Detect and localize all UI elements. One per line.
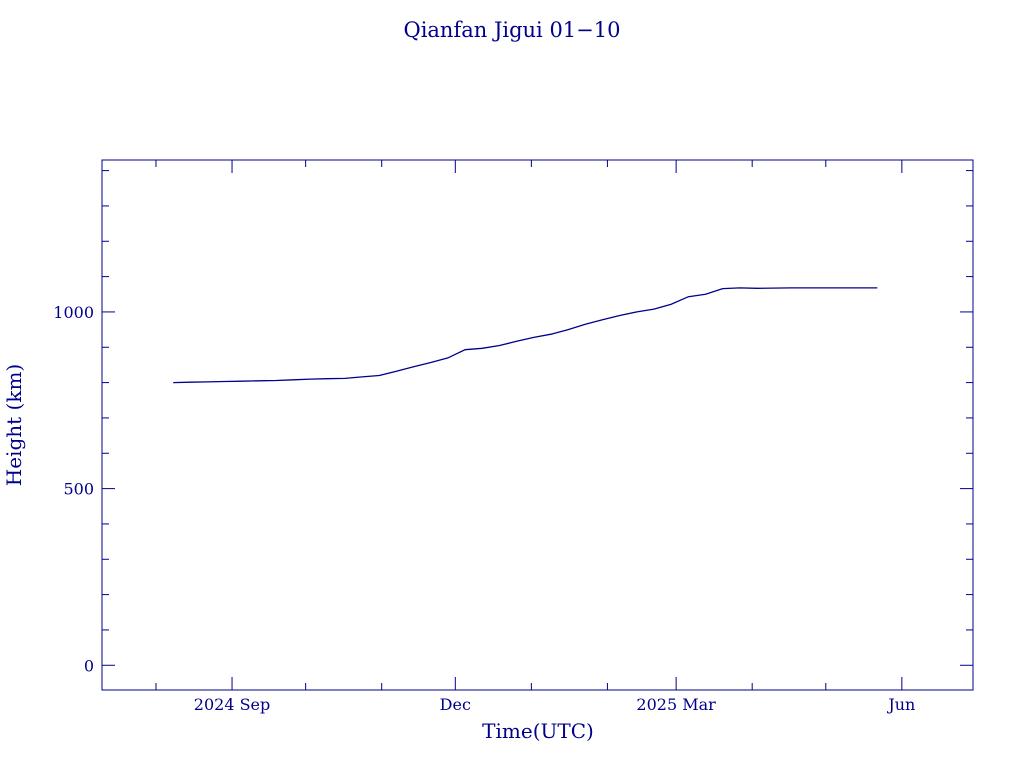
chart-title: Qianfan Jigui 01−10: [403, 18, 620, 42]
y-axis-ticks: 0 500 1000: [53, 170, 973, 675]
y-tick-label: 500: [63, 480, 94, 499]
y-tick-label: 0: [84, 656, 94, 675]
y-axis-label: Height (km): [2, 364, 26, 486]
x-axis-label: Time(UTC): [482, 719, 594, 743]
x-axis-ticks: 2024 Sep Dec 2025 Mar Jun: [155, 160, 915, 714]
x-tick-label: 2025 Mar: [636, 695, 716, 714]
plot-frame: [101, 159, 974, 691]
y-tick-label: 1000: [53, 303, 94, 322]
x-tick-label: Dec: [440, 695, 471, 714]
x-tick-label: 2024 Sep: [194, 695, 270, 714]
x-tick-label: Jun: [886, 695, 915, 714]
series-line-height: [173, 287, 878, 384]
